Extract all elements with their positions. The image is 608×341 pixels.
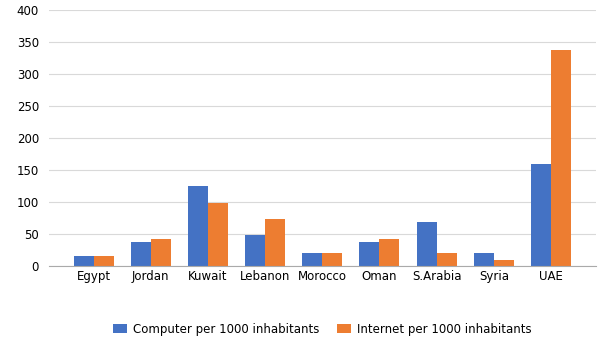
Bar (265, 219, 285, 266)
Bar (208, 203, 228, 266)
Bar (322, 253, 342, 266)
Bar (302, 253, 322, 266)
Bar (94, 256, 114, 266)
Bar (437, 253, 457, 266)
Bar (188, 186, 208, 266)
Bar (474, 253, 494, 266)
Legend: Computer per 1000 inhabitants, Internet per 1000 inhabitants: Computer per 1000 inhabitants, Internet … (108, 318, 536, 340)
Bar (131, 242, 151, 266)
Bar (359, 242, 379, 266)
Bar (551, 50, 571, 266)
Bar (379, 239, 399, 266)
Bar (74, 256, 94, 266)
Bar (494, 260, 514, 266)
Bar (245, 235, 265, 266)
Bar (416, 222, 437, 266)
Bar (531, 164, 551, 266)
Bar (151, 239, 171, 266)
